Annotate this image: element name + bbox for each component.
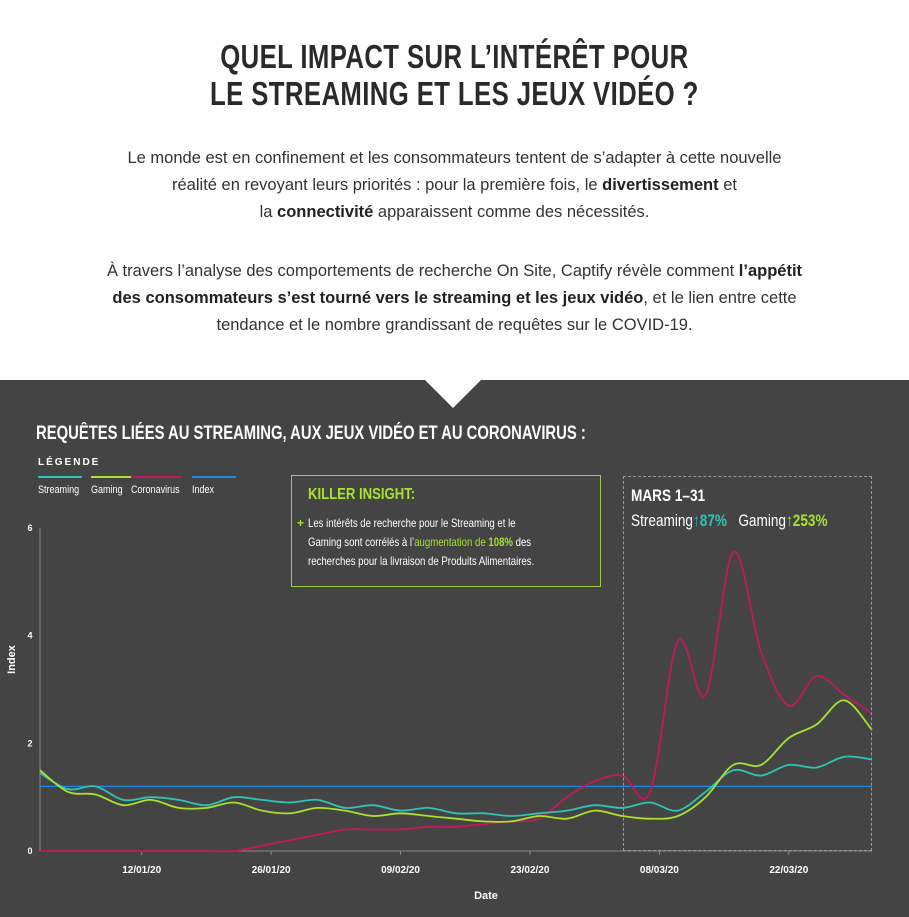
insight-highlight: augmentation de <box>414 535 489 549</box>
header-section: QUEL IMPACT SUR L’INTÉRÊT POUR LE STREAM… <box>0 0 909 380</box>
title-line-2: LE STREAMING ET LES JEUX VIDÉO ? <box>210 75 699 112</box>
intro-text: la <box>259 203 278 221</box>
insight-line-2: Gaming sont corrélés à l’augmentation de… <box>308 533 588 552</box>
legend-label-streaming: Streaming <box>38 484 80 496</box>
legend-swatch-streaming <box>38 476 82 478</box>
intro-paragraph-2: À travers l’analyse des comportements de… <box>40 258 869 339</box>
title-line-1: QUEL IMPACT SUR L’INTÉRÊT POUR <box>220 38 689 75</box>
x-tick-label: 22/03/20 <box>769 865 808 876</box>
x-axis-label: Date <box>474 890 498 902</box>
x-tick-label: 12/01/20 <box>122 865 161 876</box>
intro-p1-line-1: Le monde est en confinement et les conso… <box>127 149 782 167</box>
intro-p2-line-3: tendance et le nombre grandissant de req… <box>216 316 693 334</box>
legend-swatch-coronavirus <box>131 476 181 478</box>
insight-title: KILLER INSIGHT: <box>308 486 416 503</box>
insight-percentage: 108% <box>488 535 513 549</box>
intro-text: À travers l’analyse des comportements de… <box>106 262 739 280</box>
x-tick-label: 26/01/20 <box>252 865 291 876</box>
gaming-stat-value: ↑253% <box>785 511 828 530</box>
legend-title: LÉGENDE <box>38 457 101 468</box>
march-title: MARS 1–31 <box>631 486 706 505</box>
y-axis-label: Index <box>6 644 18 674</box>
intro-bold: connectivité <box>277 203 374 221</box>
killer-insight-box: KILLER INSIGHT: + Les intérêts de recher… <box>291 475 601 587</box>
intro-p1-line-3: la connectivité apparaissent comme des n… <box>40 199 869 226</box>
legend-swatch-index <box>192 476 236 478</box>
intro-paragraph-1: Le monde est en confinement et les conso… <box>40 145 869 226</box>
insight-line-3: recherches pour la livraison de Produits… <box>308 554 535 568</box>
intro-bold: l’appétit <box>738 262 803 280</box>
insight-text: Les intérêts de recherche pour le Stream… <box>308 514 588 571</box>
march-highlight-box <box>623 476 872 851</box>
intro-bold: des consommateurs s’est tourné vers le s… <box>112 289 644 307</box>
y-tick-label: 4 <box>27 631 32 641</box>
intro-bold: divertissement <box>602 176 719 194</box>
legend-label-gaming: Gaming <box>91 484 123 496</box>
gaming-stat-label: Gaming <box>738 511 786 530</box>
intro-text: apparaissent comme des nécessités. <box>373 203 650 221</box>
legend-swatch-gaming <box>91 476 135 478</box>
intro-text: réalité en revoyant leurs priorités : po… <box>172 176 603 194</box>
series-line-streaming <box>39 755 873 817</box>
streaming-stat-value: ↑87% <box>692 511 728 530</box>
y-tick-label: 2 <box>27 738 32 748</box>
intro-p2-line-2: des consommateurs s’est tourné vers le s… <box>40 285 869 312</box>
series-line-gaming <box>39 699 873 823</box>
intro-p2-line-1: À travers l’analyse des comportements de… <box>40 258 869 285</box>
x-tick-label: 09/02/20 <box>381 865 420 876</box>
x-tick-label: 08/03/20 <box>640 865 679 876</box>
chart-title: REQUÊTES LIÉES AU STREAMING, AUX JEUX VI… <box>36 423 586 444</box>
page-title: QUEL IMPACT SUR L’INTÉRÊT POUR LE STREAM… <box>100 38 809 112</box>
pointer-notch <box>424 379 482 408</box>
plus-icon: + <box>297 516 305 530</box>
y-tick-label: 6 <box>27 523 32 533</box>
insight-line-1: Les intérêts de recherche pour le Stream… <box>308 516 516 530</box>
intro-text: , et le lien entre cette <box>643 289 797 307</box>
y-tick-label: 0 <box>27 846 32 856</box>
x-tick-label: 23/02/20 <box>510 865 549 876</box>
insight-text-part: des <box>512 535 532 549</box>
intro-text: et <box>718 176 737 194</box>
legend-label-coronavirus: Coronavirus <box>131 484 180 496</box>
march-stats: Streaming↑87% Gaming↑253% <box>631 511 828 531</box>
streaming-stat-label: Streaming <box>631 511 693 530</box>
legend-label-index: Index <box>192 484 215 496</box>
insight-text-part: Gaming sont corrélés à l’ <box>308 535 415 549</box>
series-line-coronavirus <box>40 551 873 853</box>
intro-p1-line-2: réalité en revoyant leurs priorités : po… <box>40 172 869 199</box>
